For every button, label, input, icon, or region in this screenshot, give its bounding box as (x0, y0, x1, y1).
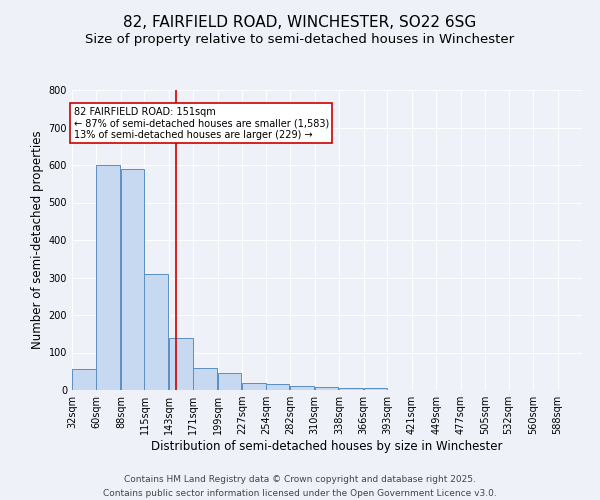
Text: Size of property relative to semi-detached houses in Winchester: Size of property relative to semi-detach… (85, 32, 515, 46)
X-axis label: Distribution of semi-detached houses by size in Winchester: Distribution of semi-detached houses by … (151, 440, 503, 453)
Bar (242, 383, 266, 390)
Bar (121, 169, 145, 390)
Bar (145, 274, 168, 390)
Bar (290, 386, 314, 390)
Bar (339, 388, 363, 390)
Bar (169, 338, 193, 390)
Text: 82 FAIRFIELD ROAD: 151sqm
← 87% of semi-detached houses are smaller (1,583)
13% : 82 FAIRFIELD ROAD: 151sqm ← 87% of semi-… (74, 107, 329, 140)
Bar (97, 165, 120, 390)
Bar (218, 373, 241, 390)
Bar (364, 388, 387, 390)
Text: 82, FAIRFIELD ROAD, WINCHESTER, SO22 6SG: 82, FAIRFIELD ROAD, WINCHESTER, SO22 6SG (124, 15, 476, 30)
Bar (193, 368, 217, 390)
Y-axis label: Number of semi-detached properties: Number of semi-detached properties (31, 130, 44, 350)
Text: Contains HM Land Registry data © Crown copyright and database right 2025.
Contai: Contains HM Land Registry data © Crown c… (103, 476, 497, 498)
Bar (266, 384, 289, 390)
Bar (72, 370, 95, 390)
Bar (315, 387, 338, 390)
